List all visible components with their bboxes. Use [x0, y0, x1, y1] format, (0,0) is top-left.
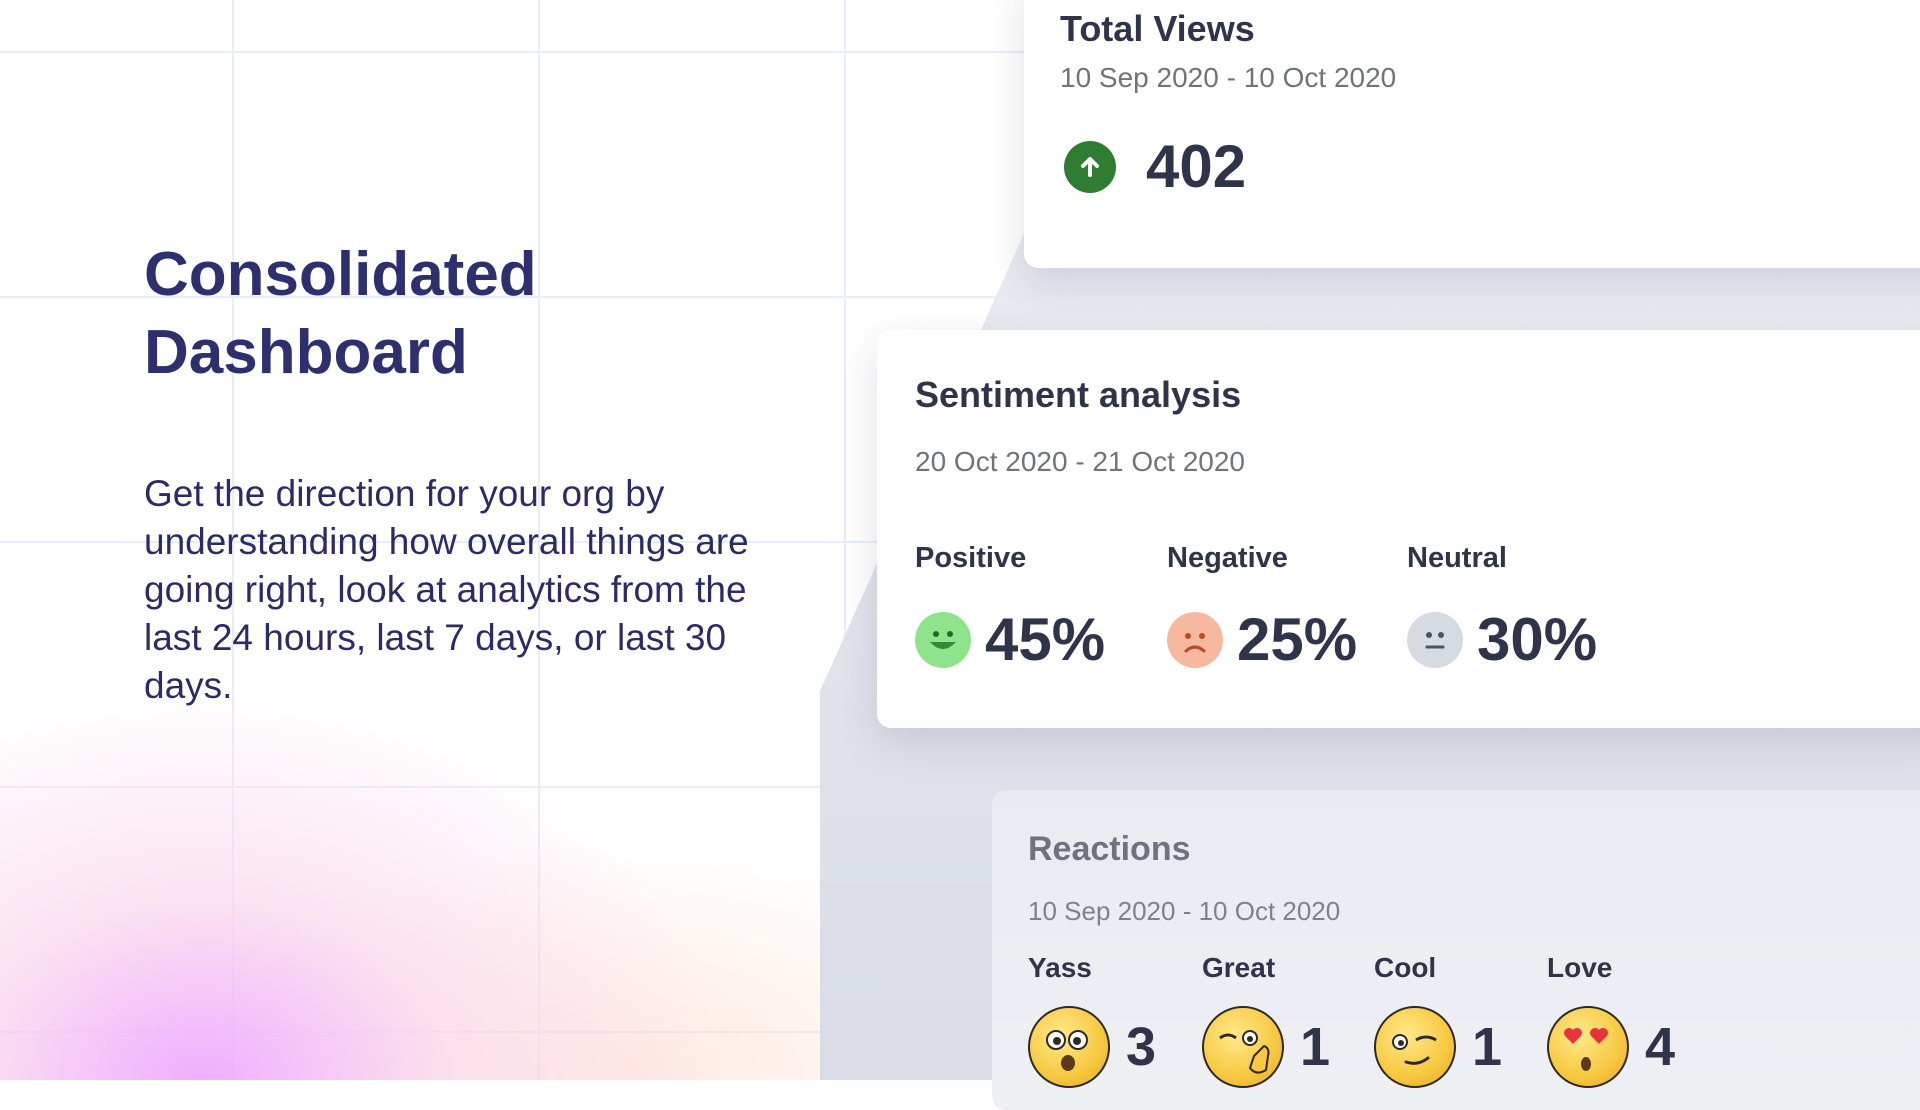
- reaction-label: Love: [1547, 952, 1613, 983]
- sentiment-positive: Positive 45%: [915, 542, 1105, 674]
- total-views-date-range: 10 Sep 2020 - 10 Oct 2020: [1060, 62, 1397, 93]
- love-emoji-icon: [1547, 1006, 1629, 1088]
- happy-face-icon: [915, 611, 971, 668]
- total-views-value: 402: [1146, 133, 1247, 200]
- sentiment-value-row: 30%: [1407, 605, 1597, 674]
- sentiment-label: Negative: [1167, 542, 1288, 574]
- reaction-value-row: 4: [1547, 1006, 1675, 1088]
- reaction-value: 4: [1645, 1017, 1676, 1077]
- reaction-label: Yass: [1028, 952, 1092, 983]
- sentiment-value: 45%: [985, 606, 1106, 673]
- reaction-love: Love 4: [1547, 952, 1675, 1088]
- reactions-card: Reactions 10 Sep 2020 - 10 Oct 2020 Yass…: [992, 790, 1920, 1110]
- sentiment-negative: Negative 25%: [1167, 542, 1357, 674]
- sentiment-date-range: 20 Oct 2020 - 21 Oct 2020: [915, 446, 1245, 477]
- hero-section: Consolidated Dashboard Get the direction…: [144, 236, 764, 747]
- great-emoji-icon: [1202, 1006, 1284, 1088]
- reactions-date-range: 10 Sep 2020 - 10 Oct 2020: [1028, 896, 1341, 926]
- reaction-great: Great 1: [1202, 952, 1330, 1088]
- reaction-value: 1: [1472, 1017, 1503, 1077]
- total-views-title: Total Views: [1060, 8, 1255, 49]
- sentiment-value-row: 25%: [1167, 605, 1357, 674]
- sentiment-title: Sentiment analysis: [915, 374, 1242, 415]
- reactions-title: Reactions: [1028, 830, 1191, 868]
- cool-emoji-icon: [1374, 1006, 1456, 1088]
- reaction-value: 1: [1300, 1017, 1331, 1077]
- reaction-label: Cool: [1374, 952, 1437, 983]
- reaction-label: Great: [1202, 952, 1276, 983]
- reaction-value-row: 1: [1374, 1006, 1502, 1088]
- sentiment-neutral: Neutral 30%: [1407, 542, 1597, 674]
- neutral-face-icon: [1407, 611, 1463, 668]
- reaction-value-row: 3: [1028, 1006, 1156, 1088]
- total-views-card: Total Views 10 Sep 2020 - 10 Oct 2020 40…: [1024, 0, 1920, 268]
- total-views-row: 402: [1064, 132, 1246, 201]
- reaction-value-row: 1: [1202, 1006, 1330, 1088]
- sentiment-analysis-card: Sentiment analysis 20 Oct 2020 - 21 Oct …: [877, 330, 1920, 728]
- hero-title: Consolidated Dashboard: [144, 240, 537, 387]
- sentiment-label: Neutral: [1407, 542, 1507, 574]
- sentiment-value: 30%: [1477, 606, 1598, 673]
- sentiment-value: 25%: [1237, 606, 1358, 673]
- yass-emoji-icon: [1028, 1006, 1110, 1088]
- reaction-yass: Yass 3: [1028, 952, 1156, 1088]
- sentiment-value-row: 45%: [915, 605, 1105, 674]
- sentiment-label: Positive: [915, 542, 1027, 574]
- sad-face-icon: [1167, 611, 1223, 668]
- arrow-up-circle-icon: [1064, 140, 1116, 193]
- reaction-value: 3: [1126, 1017, 1157, 1077]
- reaction-cool: Cool 1: [1374, 952, 1502, 1088]
- hero-description: Get the direction for your org by unders…: [144, 473, 749, 706]
